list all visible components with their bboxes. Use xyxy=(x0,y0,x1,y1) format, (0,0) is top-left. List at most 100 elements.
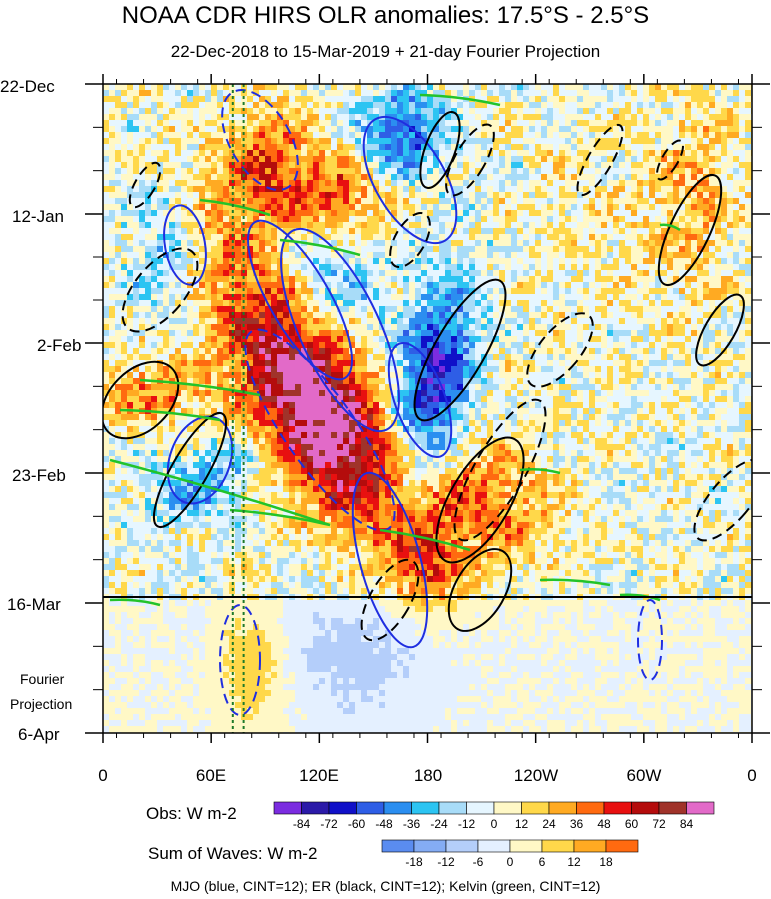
heat-cell xyxy=(361,354,368,361)
heat-cell xyxy=(679,276,686,283)
heat-cell xyxy=(391,132,398,139)
heat-cell xyxy=(637,156,644,163)
heat-cell xyxy=(289,276,296,283)
heat-cell xyxy=(619,156,626,163)
heat-cell xyxy=(745,264,752,271)
heat-cell xyxy=(205,228,212,235)
heat-cell xyxy=(409,252,416,259)
heat-cell xyxy=(565,162,572,169)
heat-cell xyxy=(679,186,686,193)
heat-cell xyxy=(547,246,554,253)
heat-cell xyxy=(739,90,746,97)
heat-cell xyxy=(229,324,236,331)
heat-cell xyxy=(277,354,284,361)
heat-cell xyxy=(109,234,116,241)
heat-cell xyxy=(139,324,146,331)
heat-cell xyxy=(145,120,152,127)
heat-cell xyxy=(607,102,614,109)
heat-cell xyxy=(277,300,284,307)
heat-cell xyxy=(463,216,470,223)
heat-cell xyxy=(661,210,668,217)
heat-cell xyxy=(457,102,464,109)
heat-cell xyxy=(559,114,566,121)
heat-cell xyxy=(727,192,734,199)
heat-cell xyxy=(727,108,734,115)
heat-cell xyxy=(391,186,398,193)
heat-cell xyxy=(199,108,206,115)
heat-cell xyxy=(469,126,476,133)
heat-cell xyxy=(673,288,680,295)
heat-cell xyxy=(265,324,272,331)
heat-cell xyxy=(349,222,356,229)
heat-cell xyxy=(451,120,458,127)
heat-cell xyxy=(211,180,218,187)
heat-cell xyxy=(715,312,722,319)
heat-cell xyxy=(427,318,434,325)
heat-cell xyxy=(511,258,518,265)
heat-cell xyxy=(541,348,548,355)
heat-cell xyxy=(445,306,452,313)
heat-cell xyxy=(265,132,272,139)
heat-cell xyxy=(433,162,440,169)
heat-cell xyxy=(589,246,596,253)
heat-cell xyxy=(691,96,698,103)
heat-cell xyxy=(739,330,746,337)
heat-cell xyxy=(139,216,146,223)
heat-cell xyxy=(295,312,302,319)
heat-cell xyxy=(133,96,140,103)
heat-cell xyxy=(721,162,728,169)
heat-cell xyxy=(517,126,524,133)
heat-cell xyxy=(355,162,362,169)
heat-cell xyxy=(265,108,272,115)
heat-cell xyxy=(541,276,548,283)
heat-cell xyxy=(523,138,530,145)
heat-cell xyxy=(373,348,380,355)
heat-cell xyxy=(643,114,650,121)
heat-cell xyxy=(583,180,590,187)
heat-cell xyxy=(199,276,206,283)
heat-cell xyxy=(613,312,620,319)
heat-cell xyxy=(325,228,332,235)
heat-cell xyxy=(535,282,542,289)
heat-cell xyxy=(415,96,422,103)
heat-cell xyxy=(139,108,146,115)
heat-cell xyxy=(631,336,638,343)
heat-cell xyxy=(145,168,152,175)
heat-cell xyxy=(733,282,740,289)
heat-cell xyxy=(643,186,650,193)
heat-cell xyxy=(739,234,746,241)
heat-cell xyxy=(475,216,482,223)
heat-cell xyxy=(307,198,314,205)
heat-cell xyxy=(289,174,296,181)
heat-cell xyxy=(595,300,602,307)
heat-cell xyxy=(643,120,650,127)
heat-cell xyxy=(715,84,722,91)
heat-cell xyxy=(541,114,548,121)
heat-cell xyxy=(433,204,440,211)
heat-cell xyxy=(133,324,140,331)
heat-cell xyxy=(649,204,656,211)
heat-cell xyxy=(547,102,554,109)
heat-cell xyxy=(517,330,524,337)
heat-cell xyxy=(241,162,248,169)
heat-cell xyxy=(223,276,230,283)
heat-cell xyxy=(199,336,206,343)
heat-cell xyxy=(529,312,536,319)
heat-cell xyxy=(265,276,272,283)
heat-cell xyxy=(487,270,494,277)
heat-cell xyxy=(535,192,542,199)
heat-cell xyxy=(709,96,716,103)
heat-cell xyxy=(181,312,188,319)
heat-cell xyxy=(391,144,398,151)
heat-cell xyxy=(343,84,350,91)
heat-cell xyxy=(445,108,452,115)
heat-cell xyxy=(253,102,260,109)
heat-cell xyxy=(625,258,632,265)
heat-cell xyxy=(301,228,308,235)
heat-cell xyxy=(529,192,536,199)
heat-cell xyxy=(325,162,332,169)
heat-cell xyxy=(385,204,392,211)
heat-cell xyxy=(247,198,254,205)
heat-cell xyxy=(349,330,356,337)
heat-cell xyxy=(613,180,620,187)
